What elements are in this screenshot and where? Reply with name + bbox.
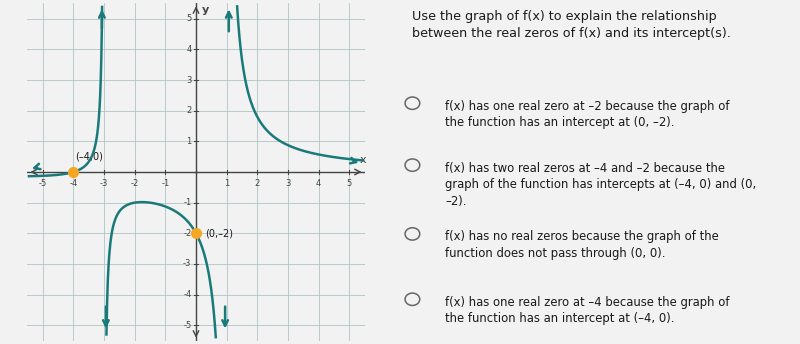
Text: -5: -5	[38, 179, 47, 188]
Text: Use the graph of f(x) to explain the relationship
between the real zeros of f(x): Use the graph of f(x) to explain the rel…	[413, 10, 731, 40]
Text: 3: 3	[286, 179, 290, 188]
Text: 1: 1	[186, 137, 191, 146]
Text: f(x) has one real zero at –4 because the graph of
the function has an intercept : f(x) has one real zero at –4 because the…	[445, 296, 730, 325]
Text: -1: -1	[162, 179, 170, 188]
Text: -3: -3	[100, 179, 108, 188]
Text: f(x) has one real zero at –2 because the graph of
the function has an intercept : f(x) has one real zero at –2 because the…	[445, 100, 730, 129]
Text: f(x) has two real zeros at –4 and –2 because the
graph of the function has inter: f(x) has two real zeros at –4 and –2 bec…	[445, 162, 756, 208]
Text: 5: 5	[346, 179, 352, 188]
Text: x: x	[360, 155, 366, 165]
Text: 5: 5	[186, 14, 191, 23]
Text: -5: -5	[183, 321, 191, 330]
Text: -2: -2	[130, 179, 139, 188]
Text: -4: -4	[70, 179, 78, 188]
Text: -4: -4	[183, 290, 191, 299]
Text: 4: 4	[186, 45, 191, 54]
Text: 2: 2	[186, 106, 191, 115]
Text: (0,–2): (0,–2)	[205, 228, 233, 238]
Text: 4: 4	[316, 179, 322, 188]
Text: 3: 3	[186, 76, 191, 85]
Text: 2: 2	[254, 179, 260, 188]
Text: f(x) has no real zeros because the graph of the
function does not pass through (: f(x) has no real zeros because the graph…	[445, 230, 718, 260]
Text: -2: -2	[183, 229, 191, 238]
Text: y: y	[202, 4, 209, 14]
Text: -1: -1	[183, 198, 191, 207]
Text: -3: -3	[183, 259, 191, 268]
Text: (–4,0): (–4,0)	[74, 151, 102, 161]
Text: 1: 1	[224, 179, 230, 188]
